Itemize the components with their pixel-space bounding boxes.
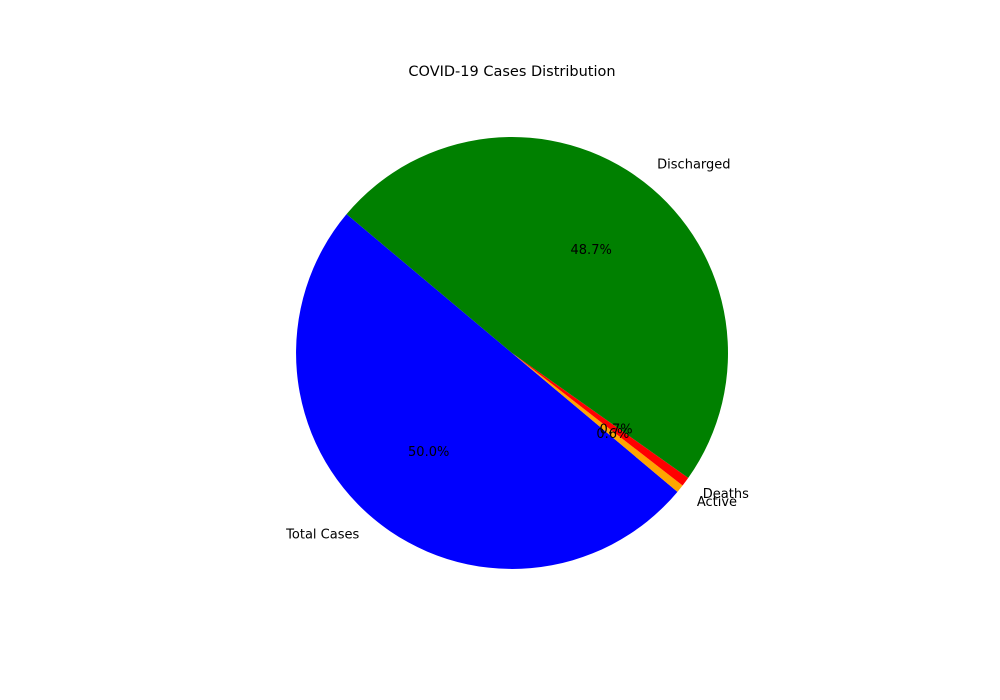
pie-slice-active (512, 353, 683, 492)
pie-slices (296, 136, 729, 569)
slice-label-discharged: Discharged (657, 157, 730, 172)
slice-percent-active: 0.6% (596, 427, 629, 442)
slice-label-deaths: Deaths (703, 487, 749, 502)
pie-slice-deaths (512, 353, 689, 486)
slice-label-total-cases: Total Cases (285, 528, 359, 543)
chart-title: COVID-19 Cases Distribution (408, 64, 615, 80)
pie-slice-total-cases (296, 214, 678, 569)
slice-percent-discharged: 48.7% (571, 243, 612, 258)
slice-label-active: Active (697, 495, 737, 510)
slice-percent-total-cases: 50.0% (408, 445, 449, 460)
slice-percent-deaths: 0.7% (600, 423, 633, 438)
pie-labels: Total Cases 50.0% Active 0.6% Deaths 0.7% Disc… (285, 157, 749, 542)
pie-slice-discharged (346, 136, 729, 478)
